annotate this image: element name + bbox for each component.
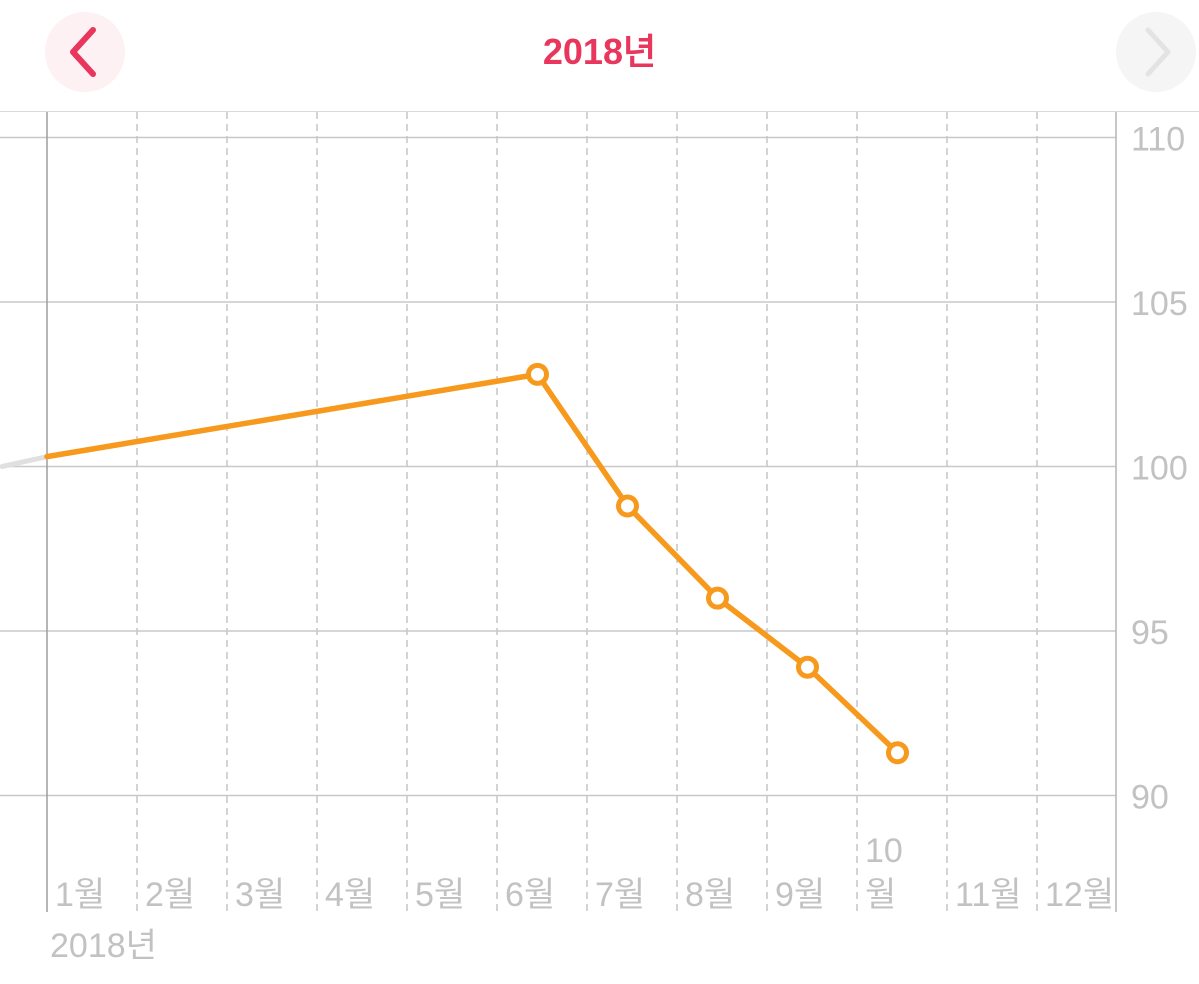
previous-year-button[interactable] — [45, 12, 125, 92]
data-point — [706, 586, 729, 610]
data-point — [616, 494, 639, 518]
x-tick-label: 9월 — [775, 876, 825, 914]
data-point — [886, 741, 909, 765]
x-tick-label: 10 월 — [865, 832, 903, 914]
y-tick-label: 105 — [1131, 285, 1188, 323]
x-tick-label: 3월 — [235, 876, 285, 914]
data-point — [526, 362, 549, 386]
x-tick-label: 4월 — [325, 876, 375, 914]
next-year-button[interactable] — [1116, 12, 1196, 92]
y-tick-label: 90 — [1131, 779, 1169, 817]
nav-divider — [0, 111, 1199, 112]
x-tick-label: 8월 — [685, 876, 735, 914]
x-tick-label: 2월 — [145, 876, 195, 914]
series-line — [44, 371, 901, 756]
data-point — [796, 655, 819, 679]
prior-year-line — [0, 454, 50, 469]
y-tick-label: 100 — [1131, 450, 1188, 488]
chevron-right-icon — [1145, 27, 1171, 77]
x-tick-label: 1월 — [55, 876, 105, 914]
y-tick-label: 95 — [1131, 614, 1169, 652]
chevron-left-icon — [70, 27, 96, 77]
x-tick-label: 6월 — [505, 876, 555, 914]
x-tick-label: 11월 — [955, 876, 1022, 914]
x-axis-label: 2018년 — [50, 927, 157, 965]
y-tick-label: 110 — [1131, 121, 1185, 159]
x-tick-label: 7월 — [595, 876, 645, 914]
page-title: 2018년 — [542, 31, 657, 72]
x-tick-label: 5월 — [415, 876, 465, 914]
x-tick-label: 12월 — [1045, 876, 1114, 914]
navigation-bar: 2018년 — [0, 0, 1199, 112]
